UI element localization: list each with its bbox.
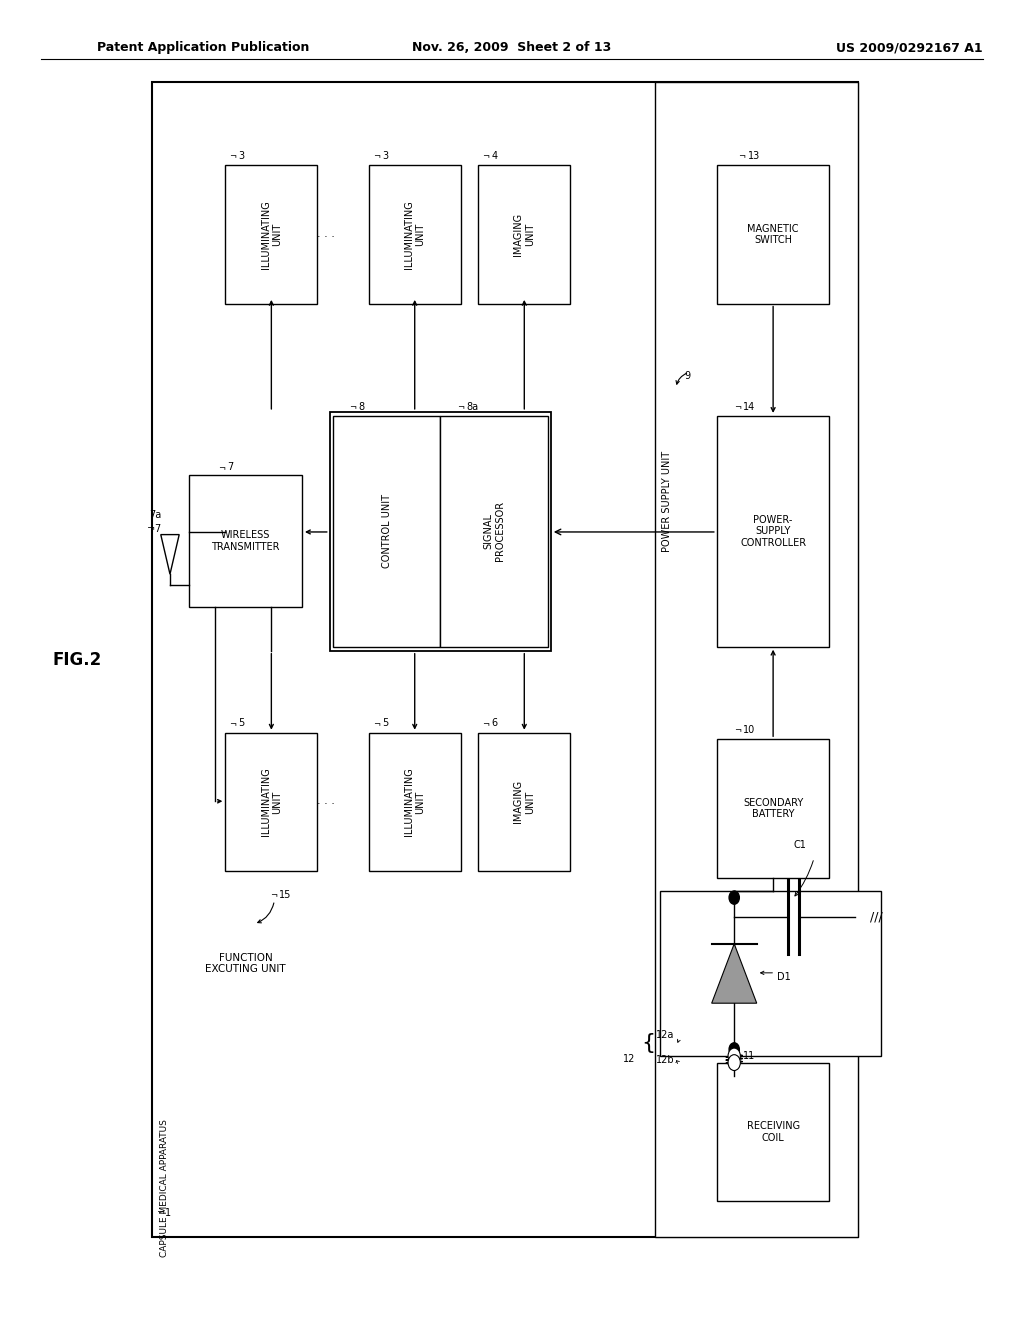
Text: CONTROL UNIT: CONTROL UNIT	[382, 494, 391, 569]
FancyBboxPatch shape	[717, 1063, 829, 1201]
Text: 8: 8	[358, 401, 365, 412]
Text: $\neg$: $\neg$	[229, 719, 238, 727]
FancyBboxPatch shape	[152, 82, 858, 1237]
FancyBboxPatch shape	[478, 733, 570, 871]
Text: $\neg$: $\neg$	[734, 403, 742, 411]
Text: . . .: . . .	[316, 228, 335, 239]
Text: $\neg$: $\neg$	[734, 726, 742, 734]
Text: ILLUMINATING
UNIT: ILLUMINATING UNIT	[403, 767, 426, 837]
Text: $\neg$: $\neg$	[482, 152, 490, 160]
Text: $\neg$: $\neg$	[482, 719, 490, 727]
Text: $\neg$7: $\neg$7	[146, 521, 162, 535]
Text: 13: 13	[748, 150, 760, 161]
FancyBboxPatch shape	[660, 891, 881, 1056]
FancyBboxPatch shape	[440, 416, 548, 647]
Polygon shape	[712, 944, 757, 1003]
Text: $\mathsf{\neg}$1: $\mathsf{\neg}$1	[156, 1205, 171, 1218]
Text: 7a: 7a	[150, 510, 162, 520]
Text: FIG.2: FIG.2	[52, 651, 101, 669]
Text: 5: 5	[382, 718, 388, 729]
Text: POWER SUPPLY UNIT: POWER SUPPLY UNIT	[662, 451, 672, 552]
Text: 5: 5	[239, 718, 245, 729]
Text: 15: 15	[279, 890, 291, 900]
Text: D1: D1	[777, 972, 791, 982]
Circle shape	[728, 1048, 740, 1064]
FancyBboxPatch shape	[225, 165, 317, 304]
FancyBboxPatch shape	[717, 165, 829, 304]
Text: ILLUMINATING
UNIT: ILLUMINATING UNIT	[403, 199, 426, 269]
Text: 14: 14	[743, 401, 756, 412]
FancyBboxPatch shape	[717, 739, 829, 878]
FancyBboxPatch shape	[478, 165, 570, 304]
Text: ILLUMINATING
UNIT: ILLUMINATING UNIT	[260, 767, 283, 837]
Text: WIRELESS
TRANSMITTER: WIRELESS TRANSMITTER	[212, 531, 280, 552]
Text: 9: 9	[684, 371, 690, 381]
Text: US 2009/0292167 A1: US 2009/0292167 A1	[837, 41, 983, 54]
Text: RECEIVING
COIL: RECEIVING COIL	[746, 1121, 800, 1143]
Text: Nov. 26, 2009  Sheet 2 of 13: Nov. 26, 2009 Sheet 2 of 13	[413, 41, 611, 54]
Text: 10: 10	[743, 725, 756, 735]
Text: FUNCTION
EXCUTING UNIT: FUNCTION EXCUTING UNIT	[206, 953, 286, 974]
Circle shape	[729, 891, 739, 904]
Text: ///: ///	[870, 911, 883, 924]
Text: CAPSULE MEDICAL APPARATUS: CAPSULE MEDICAL APPARATUS	[161, 1119, 169, 1257]
Text: 6: 6	[492, 718, 498, 729]
Circle shape	[728, 1055, 740, 1071]
Text: $\neg$: $\neg$	[738, 152, 746, 160]
FancyBboxPatch shape	[369, 733, 461, 871]
Text: 4: 4	[492, 150, 498, 161]
Text: 3: 3	[382, 150, 388, 161]
Text: $\neg$: $\neg$	[218, 463, 226, 471]
Text: $\neg$: $\neg$	[734, 1052, 742, 1060]
Text: SECONDARY
BATTERY: SECONDARY BATTERY	[743, 797, 803, 820]
Text: $\neg$: $\neg$	[349, 403, 357, 411]
FancyBboxPatch shape	[655, 82, 858, 1237]
Text: IMAGING
UNIT: IMAGING UNIT	[513, 780, 536, 824]
Text: . . .: . . .	[316, 796, 335, 807]
Text: SIGNAL
PROCESSOR: SIGNAL PROCESSOR	[483, 502, 505, 561]
Text: $\neg$: $\neg$	[229, 152, 238, 160]
Text: {: {	[641, 1032, 655, 1053]
Text: 12b: 12b	[656, 1055, 675, 1065]
FancyBboxPatch shape	[225, 733, 317, 871]
FancyBboxPatch shape	[369, 165, 461, 304]
Text: $\neg$: $\neg$	[373, 152, 381, 160]
Text: 7: 7	[227, 462, 233, 473]
Text: 11: 11	[743, 1051, 756, 1061]
FancyBboxPatch shape	[333, 416, 440, 647]
Text: 12: 12	[623, 1053, 635, 1064]
Text: C1: C1	[794, 840, 807, 850]
Text: $\neg$: $\neg$	[457, 403, 465, 411]
Text: IMAGING
UNIT: IMAGING UNIT	[513, 213, 536, 256]
Text: $\neg$: $\neg$	[270, 891, 279, 899]
Text: $\neg$: $\neg$	[373, 719, 381, 727]
FancyBboxPatch shape	[717, 416, 829, 647]
Text: 8a: 8a	[466, 401, 478, 412]
Text: MAGNETIC
SWITCH: MAGNETIC SWITCH	[748, 223, 799, 246]
Text: Patent Application Publication: Patent Application Publication	[97, 41, 309, 54]
Text: ILLUMINATING
UNIT: ILLUMINATING UNIT	[260, 199, 283, 269]
FancyBboxPatch shape	[189, 475, 302, 607]
Text: 3: 3	[239, 150, 245, 161]
Text: POWER-
SUPPLY
CONTROLLER: POWER- SUPPLY CONTROLLER	[740, 515, 806, 548]
Text: 12a: 12a	[656, 1030, 675, 1040]
Circle shape	[729, 1043, 739, 1056]
